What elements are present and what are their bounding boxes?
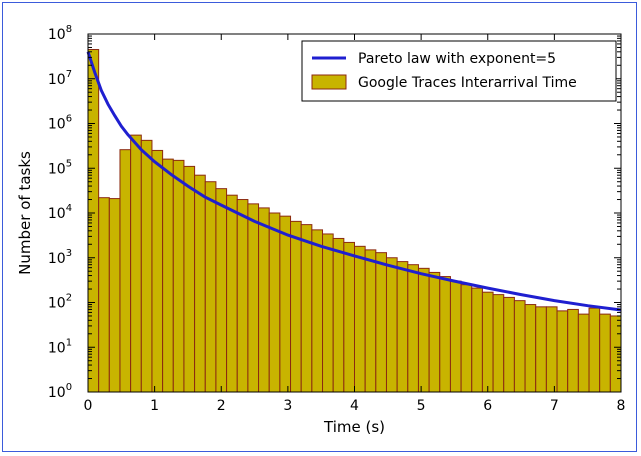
legend-entry-google-traces: Google Traces Interarrival Time [358, 75, 577, 91]
y-tick-label: 100 [48, 382, 72, 401]
legend: Pareto law with exponent=5 Google Traces… [301, 40, 617, 102]
histogram-bar [194, 174, 206, 393]
histogram-bar [396, 261, 409, 393]
histogram-bar [385, 257, 398, 393]
histogram-bar [428, 271, 441, 393]
y-tick-label: 104 [48, 203, 72, 222]
histogram-bar [599, 313, 611, 393]
histogram-bar [449, 280, 462, 393]
histogram-bar [343, 241, 355, 393]
histogram-bar [162, 158, 174, 393]
x-axis-label: Time (s) [323, 418, 385, 436]
histogram-bar [279, 215, 292, 393]
histogram-bar [503, 296, 515, 393]
x-tick-label: 6 [483, 398, 492, 414]
histogram-bar [460, 284, 473, 393]
histogram-bar [535, 306, 547, 393]
histogram-bar [545, 306, 558, 393]
histogram-bar [258, 207, 270, 393]
histogram-bar [183, 165, 196, 393]
x-tick-label: 8 [617, 398, 626, 414]
histogram-bar [439, 276, 451, 393]
histogram-bar [87, 49, 100, 393]
y-tick-label: 107 [48, 69, 72, 88]
y-tick-label: 103 [48, 248, 72, 267]
x-tick-label: 2 [217, 398, 226, 414]
histogram-bar [140, 139, 153, 393]
x-tick-label: 5 [417, 398, 426, 414]
histogram-bar [130, 134, 142, 393]
histogram-bar [492, 294, 505, 393]
histogram-bar [247, 203, 260, 393]
histogram-bar [471, 287, 483, 393]
histogram-bar [354, 245, 366, 393]
histogram-bar [290, 220, 302, 393]
histogram-bar [332, 237, 345, 393]
y-tick-label: 102 [48, 293, 72, 312]
x-tick-label: 7 [550, 398, 559, 414]
histogram-bar [417, 267, 430, 393]
x-tick-label: 0 [84, 398, 93, 414]
x-tick-label: 3 [283, 398, 292, 414]
histogram-bar [567, 308, 579, 393]
histogram-bar [215, 188, 228, 393]
histogram-bar [524, 304, 537, 393]
y-tick-label: 106 [48, 114, 72, 133]
histogram-bar [98, 197, 110, 393]
histogram-bar [226, 194, 238, 393]
histogram-bar [513, 300, 526, 393]
histogram-bar [311, 229, 324, 393]
y-tick-label: 108 [48, 24, 72, 43]
y-axis-label: Number of tasks [16, 151, 34, 275]
x-tick-label: 4 [350, 398, 359, 414]
y-tick-label: 105 [48, 158, 72, 177]
pareto-line [86, 51, 622, 312]
histogram-bar [375, 252, 387, 393]
y-tick-label: 101 [48, 337, 72, 356]
legend-entry-pareto: Pareto law with exponent=5 [358, 51, 556, 67]
histogram-bar [172, 159, 185, 393]
histogram-bar [556, 310, 569, 393]
y-axis-ticks: 100 101 102 103 104 105 106 107 108 [48, 24, 621, 401]
x-tick-label: 1 [150, 398, 159, 414]
histogram-bar [577, 313, 590, 393]
histogram-bar [588, 307, 601, 393]
histogram-bar [108, 198, 121, 393]
histogram-bar [151, 149, 164, 393]
histogram-bar [300, 224, 313, 393]
histogram-bar [322, 233, 334, 393]
x-axis-ticks: 0 1 2 3 4 5 6 7 8 [84, 34, 626, 414]
histogram-bar [407, 264, 419, 393]
legend-swatch-google-traces [311, 74, 347, 90]
histogram-bar [204, 181, 217, 393]
histogram-bar [481, 291, 494, 393]
legend-box [301, 40, 617, 102]
histogram-bar [364, 249, 377, 393]
histogram-bar [119, 149, 132, 393]
histogram-bar [268, 212, 281, 393]
histogram-bar [236, 199, 249, 393]
